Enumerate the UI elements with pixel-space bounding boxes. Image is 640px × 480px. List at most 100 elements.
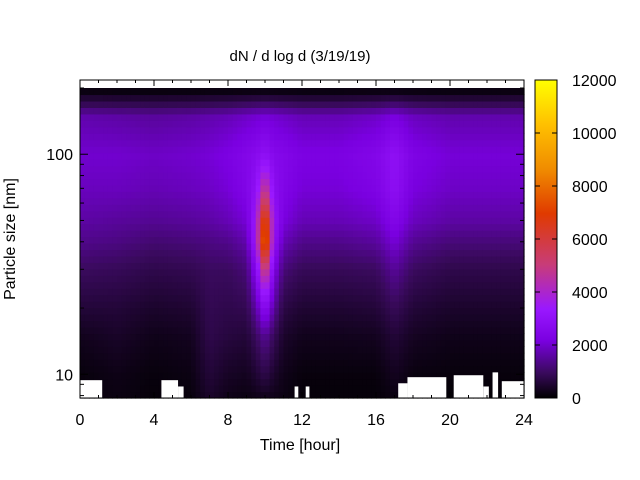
heatmap-cell [283, 243, 289, 251]
heatmap-cell [454, 281, 460, 289]
heatmap-cell [140, 217, 146, 225]
heatmap-cell [320, 107, 326, 115]
heatmap-cell [468, 223, 474, 231]
heatmap-cell [403, 217, 409, 225]
heatmap-cell [496, 223, 502, 231]
heatmap-cell [366, 94, 372, 102]
heatmap-cell [200, 249, 206, 257]
heatmap-cell [325, 133, 331, 141]
heatmap-cell [389, 339, 396, 347]
heatmap-cell [445, 159, 451, 167]
heatmap-cell [172, 320, 178, 328]
heatmap-cell [292, 268, 298, 276]
heatmap-cell [408, 294, 414, 302]
heatmap-cell [93, 281, 100, 289]
heatmap-cell [339, 88, 345, 96]
heatmap-cell [426, 262, 433, 270]
heatmap-cell [514, 120, 520, 128]
heatmap-cell [385, 326, 391, 335]
heatmap-cell [348, 184, 354, 192]
heatmap-cell [394, 359, 400, 367]
heatmap-cell [325, 275, 331, 283]
heatmap-cell [144, 262, 150, 270]
heatmap-cell [89, 191, 95, 199]
heatmap-cell [422, 294, 428, 302]
heatmap-cell [149, 288, 155, 296]
heatmap-cell [204, 120, 211, 128]
heatmap-cell [144, 243, 150, 251]
heatmap-cell [440, 159, 446, 167]
heatmap-cell [274, 249, 280, 257]
heatmap-cell [274, 262, 280, 270]
heatmap-cell [195, 314, 201, 322]
heatmap-cell [394, 100, 400, 108]
heatmap-cell [126, 165, 132, 173]
heatmap-cell [496, 288, 502, 296]
heatmap-cell [491, 314, 497, 322]
heatmap-cell [334, 262, 340, 270]
heatmap-cell [149, 275, 155, 283]
heatmap-cell [385, 352, 391, 360]
heatmap-cell [251, 288, 257, 296]
heatmap-cell [121, 333, 127, 341]
heatmap-cell [214, 372, 220, 380]
heatmap-cell [84, 210, 90, 218]
heatmap-cell [246, 197, 252, 205]
heatmap-cell [510, 352, 516, 360]
heatmap-cell [371, 326, 377, 335]
heatmap-cell [297, 346, 303, 354]
colorbar-tick-label: 12000 [572, 73, 617, 90]
heatmap-cell [255, 113, 261, 121]
heatmap-cell [149, 133, 155, 141]
heatmap-cell [348, 210, 354, 218]
heatmap-cell [172, 281, 178, 289]
colorbar-tick-label: 4000 [572, 285, 608, 302]
heatmap-cell [265, 159, 271, 167]
heatmap-cell [288, 210, 294, 218]
heatmap-cell [80, 204, 86, 212]
heatmap-cell [278, 107, 285, 115]
heatmap-cell [510, 301, 516, 309]
heatmap-cell [325, 249, 331, 257]
heatmap-cell [417, 281, 423, 289]
heatmap-cell [459, 262, 465, 270]
heatmap-cell [431, 223, 437, 231]
heatmap-cell [260, 139, 266, 147]
heatmap-cell [154, 365, 160, 373]
heatmap-cell [376, 359, 382, 367]
heatmap-cell [320, 230, 326, 238]
heatmap-cell [232, 314, 238, 322]
heatmap-cell [89, 320, 95, 328]
heatmap-cell [260, 191, 266, 199]
heatmap-cell [315, 165, 322, 173]
heatmap-cell [394, 191, 400, 199]
heatmap-cell [126, 262, 132, 270]
heatmap-cell [255, 88, 261, 96]
heatmap-cell [260, 243, 266, 251]
heatmap-cell [329, 107, 335, 115]
heatmap-cell [214, 113, 220, 121]
heatmap-cell [339, 146, 345, 154]
heatmap-cell [413, 281, 419, 289]
heatmap-cell [417, 346, 423, 354]
heatmap-cell [431, 301, 437, 309]
heatmap-cell [126, 385, 132, 393]
heatmap-cell [274, 94, 280, 102]
heatmap-cell [214, 178, 220, 186]
heatmap-cell [80, 294, 86, 302]
heatmap-cell [417, 249, 423, 257]
heatmap-cell [362, 191, 368, 199]
heatmap-cell [389, 249, 396, 257]
heatmap-cell [84, 94, 90, 102]
heatmap-cell [362, 159, 368, 167]
heatmap-cell [394, 88, 400, 96]
heatmap-cell [426, 320, 433, 328]
heatmap-cell [195, 107, 201, 115]
heatmap-cell [320, 146, 326, 154]
heatmap-cell [357, 249, 363, 257]
heatmap-cell [297, 139, 303, 147]
heatmap-cell [514, 159, 520, 167]
heatmap-cell [251, 113, 257, 121]
heatmap-cell [514, 275, 520, 283]
heatmap-cell [228, 126, 234, 134]
